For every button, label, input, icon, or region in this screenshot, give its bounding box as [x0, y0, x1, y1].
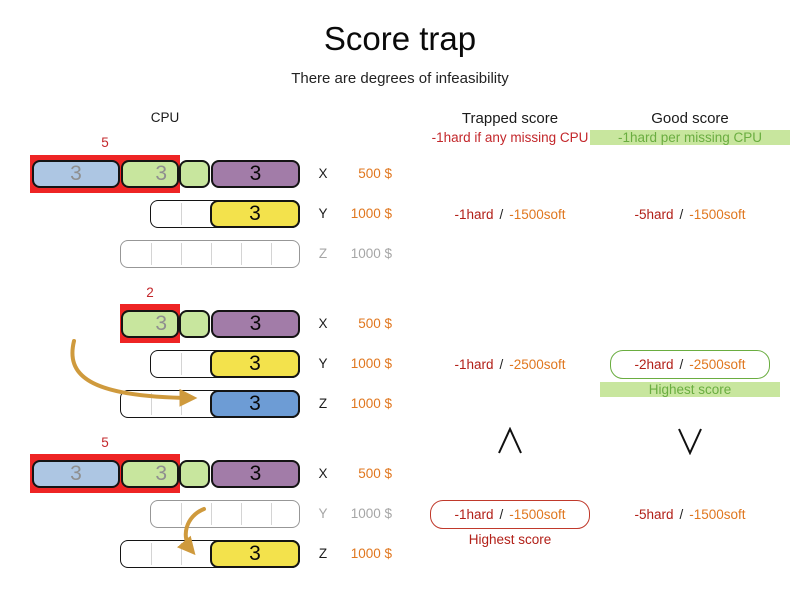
soft-score: -1500soft	[689, 506, 746, 522]
hard-score: -1hard	[454, 206, 494, 222]
process-block-yellow: 3	[210, 200, 300, 228]
machine-cost: 1000 $	[350, 396, 392, 411]
machine-label: Z	[318, 396, 328, 411]
soft-score: -2500soft	[509, 356, 566, 372]
machine-label: X	[318, 466, 328, 481]
machine-label: Y	[318, 356, 328, 371]
trapped-score-subheader: -1hard if any missing CPU	[431, 130, 589, 145]
process-block-blue: 3	[32, 460, 120, 488]
good-score-header: Good score	[651, 110, 729, 127]
machine-label: X	[318, 166, 328, 181]
machine-cost: 1000 $	[350, 506, 392, 521]
process-block-green: 3	[121, 160, 179, 188]
process-block-green: 3	[121, 460, 179, 488]
missing-cpu-count: 5	[101, 135, 109, 150]
trapped-score-header: Trapped score	[461, 110, 559, 127]
good-score-comparison-icon	[676, 427, 704, 455]
hard-score: -1hard	[454, 507, 494, 522]
process-block-deep-blue: 3	[210, 390, 300, 418]
cell-divider	[211, 243, 212, 265]
score-separator: /	[499, 356, 504, 372]
hard-score: -1hard	[454, 356, 494, 372]
soft-score: -2500soft	[689, 357, 746, 372]
process-block-green-small	[179, 310, 210, 338]
cell-divider	[271, 243, 272, 265]
cell-divider	[211, 503, 212, 525]
cell-divider	[151, 393, 152, 415]
machine-cost: 500 $	[358, 316, 392, 331]
page-subtitle: There are degrees of infeasibility	[291, 70, 509, 87]
machine-cost: 1000 $	[350, 356, 392, 371]
machine-label: Y	[318, 206, 328, 221]
good-score-value: -5hard / -1500soft	[600, 200, 780, 228]
machine-label: Z	[318, 546, 328, 561]
cell-divider	[181, 243, 182, 265]
trapped-score-value-highlighted: -1hard / -1500soft	[430, 500, 590, 529]
cell-divider	[151, 543, 152, 565]
process-block-purple: 3	[211, 460, 300, 488]
machine-tray-empty	[120, 240, 300, 268]
cell-divider	[181, 353, 182, 375]
missing-cpu-count: 5	[101, 435, 109, 450]
good-score-subheader: -1hard per missing CPU	[590, 130, 790, 145]
machine-tray-empty	[150, 500, 300, 528]
highest-score-note: Highest score	[468, 532, 552, 547]
missing-cpu-count: 2	[146, 285, 154, 300]
process-block-green-small	[179, 160, 210, 188]
machine-cost: 500 $	[358, 166, 392, 181]
trapped-score-value: -1hard / -2500soft	[420, 350, 600, 378]
cell-divider	[181, 203, 182, 225]
process-block-green: 3	[121, 310, 179, 338]
machine-label: Z	[318, 246, 328, 261]
page-title: Score trap	[323, 20, 477, 57]
cell-divider	[151, 243, 152, 265]
soft-score: -1500soft	[689, 206, 746, 222]
highest-score-note: Highest score	[600, 382, 780, 397]
cell-divider	[271, 503, 272, 525]
process-block-purple: 3	[211, 310, 300, 338]
good-score-value: -5hard / -1500soft	[600, 500, 780, 528]
machine-cost: 1000 $	[350, 546, 392, 561]
score-separator: /	[679, 206, 684, 222]
hard-score: -2hard	[634, 357, 674, 372]
trapped-score-value: -1hard / -1500soft	[420, 200, 600, 228]
cell-divider	[181, 503, 182, 525]
cell-divider	[181, 543, 182, 565]
soft-score: -1500soft	[509, 507, 566, 522]
machine-cost: 1000 $	[350, 206, 392, 221]
process-block-purple: 3	[211, 160, 300, 188]
hard-score: -5hard	[634, 506, 674, 522]
score-separator: /	[679, 357, 684, 372]
score-separator: /	[499, 206, 504, 222]
machine-cost: 500 $	[358, 466, 392, 481]
machine-label: X	[318, 316, 328, 331]
cell-divider	[181, 393, 182, 415]
machine-cost: 1000 $	[350, 246, 392, 261]
soft-score: -1500soft	[509, 206, 566, 222]
process-block-yellow: 3	[210, 540, 300, 568]
machine-label: Y	[318, 506, 328, 521]
process-block-yellow: 3	[210, 350, 300, 378]
hard-score: -5hard	[634, 206, 674, 222]
cell-divider	[241, 503, 242, 525]
score-separator: /	[499, 507, 504, 522]
cell-divider	[241, 243, 242, 265]
score-separator: /	[679, 506, 684, 522]
cpu-column-header: CPU	[150, 110, 180, 125]
process-block-blue: 3	[32, 160, 120, 188]
trapped-score-comparison-icon	[496, 427, 524, 455]
good-score-value-highlighted: -2hard / -2500soft	[610, 350, 770, 379]
process-block-green-small	[179, 460, 210, 488]
